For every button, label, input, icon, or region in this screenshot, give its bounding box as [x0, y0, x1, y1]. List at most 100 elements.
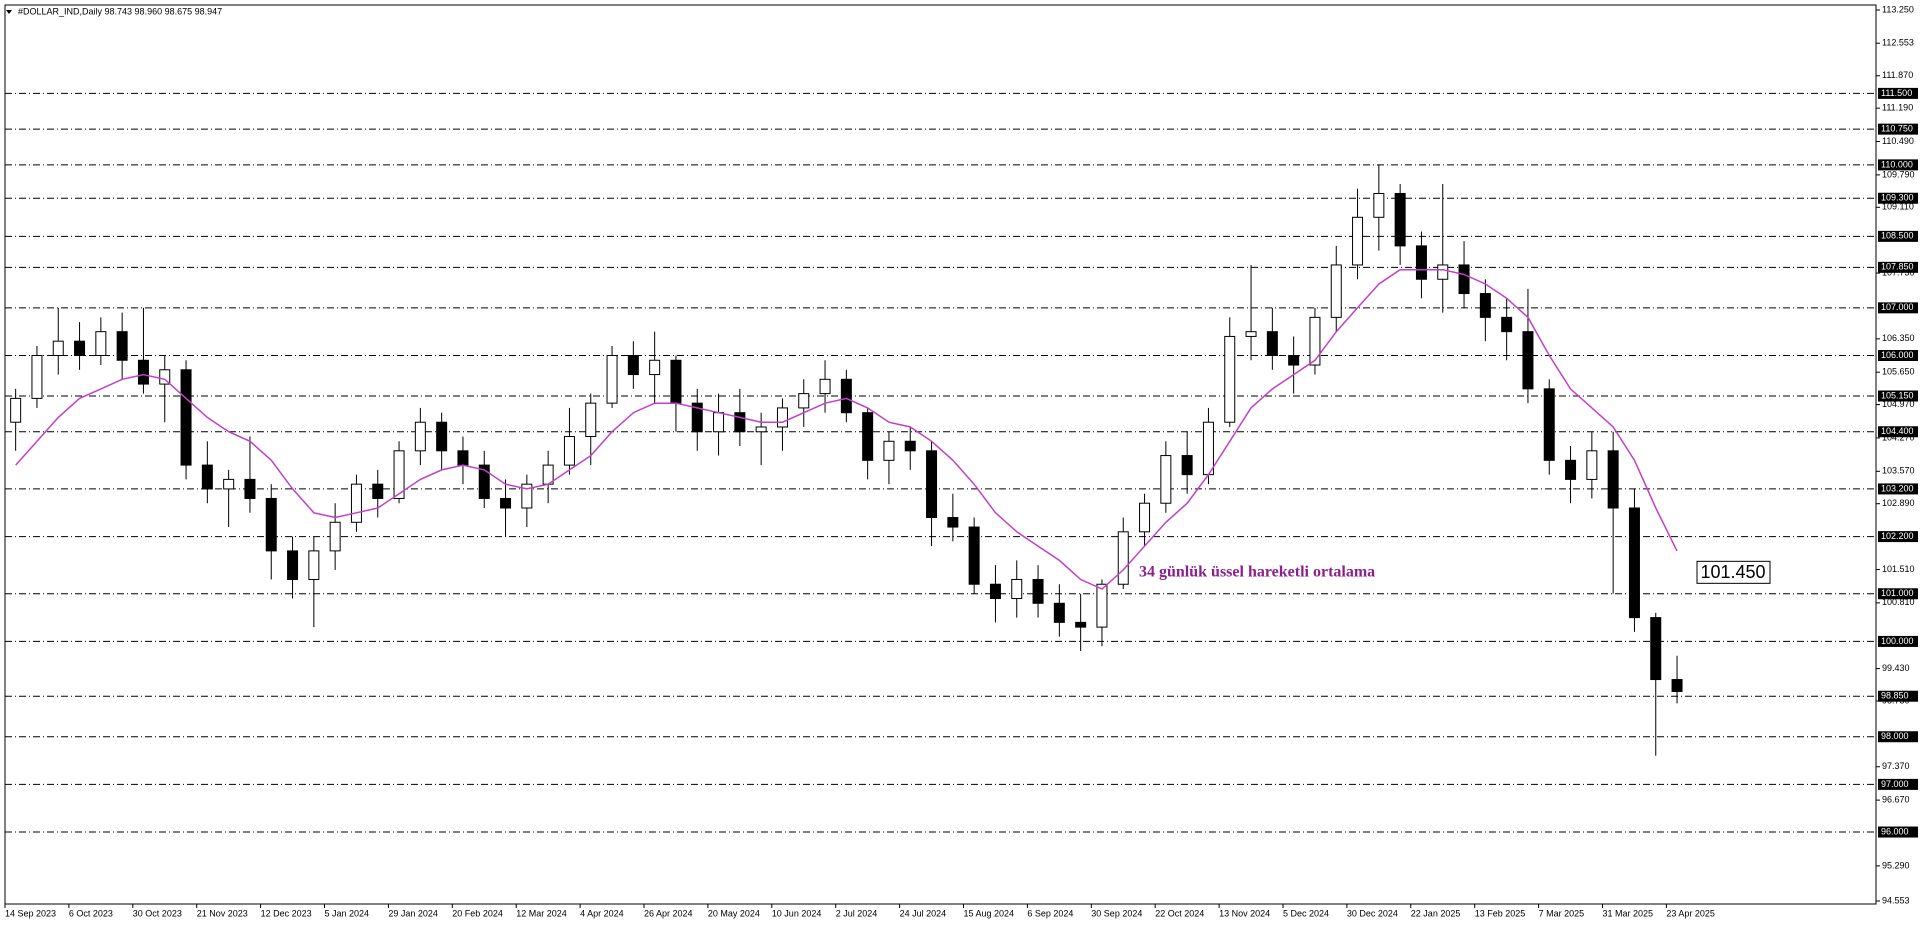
- y-tick-label: 111.870: [1882, 70, 1913, 80]
- x-tick-label: 22 Oct 2024: [1155, 908, 1204, 918]
- x-tick-label: 6 Sep 2024: [1027, 908, 1073, 918]
- candle-body: [329, 521, 341, 552]
- candle-body: [436, 421, 448, 452]
- level-label-box: [1878, 261, 1918, 273]
- level-label: 110.750: [1881, 124, 1913, 134]
- candle-body: [840, 378, 852, 414]
- level-label-box: [1878, 159, 1918, 171]
- candle-body: [414, 421, 426, 452]
- candle-body: [308, 550, 320, 580]
- candle-body: [1607, 450, 1619, 509]
- y-tick-label: 113.250: [1882, 4, 1914, 14]
- candle-body: [478, 464, 490, 499]
- candle-body: [585, 402, 597, 438]
- level-label: 102.200: [1881, 531, 1914, 541]
- candle-body: [1352, 216, 1364, 266]
- level-label: 110.000: [1881, 159, 1913, 169]
- x-tick-label: 24 Jul 2024: [900, 908, 947, 918]
- level-label-box: [1878, 87, 1918, 99]
- x-tick-label: 29 Jan 2024: [388, 908, 438, 918]
- x-tick-label: 15 Aug 2024: [964, 908, 1015, 918]
- level-label-box: [1878, 192, 1918, 204]
- candle-body: [989, 583, 1001, 600]
- candle-body: [1543, 388, 1555, 461]
- candle-body: [1139, 502, 1151, 533]
- chart-header: #DOLLAR_IND,Daily 98.743 98.960 98.675 9…: [18, 6, 222, 16]
- x-tick-label: 5 Jan 2024: [325, 908, 370, 918]
- candle-body: [1075, 621, 1087, 628]
- candle-body: [350, 483, 362, 523]
- x-tick-label: 7 Mar 2025: [1539, 908, 1585, 918]
- candle-body: [798, 393, 810, 409]
- candle-body: [1096, 583, 1108, 628]
- candle-body: [1309, 316, 1321, 366]
- x-tick-label: 22 Jan 2025: [1411, 908, 1461, 918]
- x-tick-label: 2 Jul 2024: [836, 908, 878, 918]
- candle-body: [1501, 316, 1513, 333]
- y-tick-label: 109.110: [1882, 202, 1914, 212]
- level-label-box: [1878, 230, 1918, 242]
- level-label: 105.150: [1881, 390, 1914, 400]
- candle-body: [287, 550, 299, 580]
- level-label-box: [1878, 123, 1918, 135]
- x-tick-label: 30 Sep 2024: [1091, 908, 1142, 918]
- candle-body: [1479, 293, 1491, 318]
- x-tick-label: 14 Sep 2023: [5, 908, 56, 918]
- x-tick-label: 31 Mar 2025: [1603, 908, 1654, 918]
- level-label-box: [1878, 778, 1918, 790]
- candle-body: [1288, 354, 1300, 366]
- x-tick-label: 5 Dec 2024: [1283, 908, 1329, 918]
- x-tick-label: 20 Feb 2024: [452, 908, 503, 918]
- level-label: 96.000: [1881, 826, 1909, 836]
- x-tick-label: 23 Apr 2025: [1666, 908, 1715, 918]
- candle-body: [883, 440, 895, 461]
- candle-body: [713, 412, 725, 433]
- candle-body: [52, 340, 64, 356]
- candle-body: [244, 478, 256, 499]
- candle-body: [862, 412, 874, 461]
- candle-body: [691, 402, 703, 433]
- level-label: 108.500: [1881, 231, 1914, 241]
- x-tick-label: 12 Mar 2024: [516, 908, 567, 918]
- level-label: 111.500: [1881, 88, 1912, 98]
- candle-body: [1522, 331, 1534, 390]
- candle-body: [1628, 507, 1640, 619]
- y-tick-label: 106.350: [1882, 333, 1915, 343]
- level-label-box: [1878, 390, 1918, 402]
- level-label: 104.400: [1881, 426, 1914, 436]
- x-tick-label: 13 Nov 2024: [1219, 908, 1270, 918]
- candle-body: [265, 497, 277, 552]
- candle-body: [1224, 335, 1236, 423]
- candle-body: [776, 407, 788, 428]
- level-label: 103.200: [1881, 483, 1914, 493]
- candle-body: [1011, 578, 1023, 600]
- candle-body: [1458, 264, 1470, 295]
- candle-body: [500, 497, 512, 509]
- candle-body: [1160, 455, 1172, 504]
- candle-body: [1565, 459, 1577, 480]
- x-tick-label: 4 Apr 2024: [580, 908, 624, 918]
- candle-body: [1032, 578, 1044, 604]
- candle-body: [1330, 264, 1342, 318]
- candle-body: [1373, 192, 1385, 218]
- candle-body: [1053, 602, 1065, 623]
- level-label-box: [1878, 531, 1918, 543]
- y-tick-label: 99.430: [1882, 663, 1910, 673]
- level-label-box: [1878, 635, 1918, 647]
- level-label: 100.000: [1881, 636, 1914, 646]
- candle-body: [1245, 331, 1257, 337]
- plot-frame: [4, 4, 1877, 905]
- level-label: 107.850: [1881, 262, 1914, 272]
- candle-body: [180, 369, 192, 466]
- candle-body: [393, 450, 405, 499]
- x-tick-label: 21 Nov 2023: [197, 908, 248, 918]
- ema-line: [15, 268, 1678, 590]
- y-tick-label: 97.370: [1882, 761, 1910, 771]
- level-label-box: [1878, 588, 1918, 600]
- y-tick-label: 104.970: [1882, 399, 1915, 409]
- x-tick-label: 12 Dec 2023: [261, 908, 312, 918]
- candle-body: [819, 378, 831, 395]
- value-box: [1696, 560, 1771, 584]
- x-tick-label: 10 Jun 2024: [772, 908, 822, 918]
